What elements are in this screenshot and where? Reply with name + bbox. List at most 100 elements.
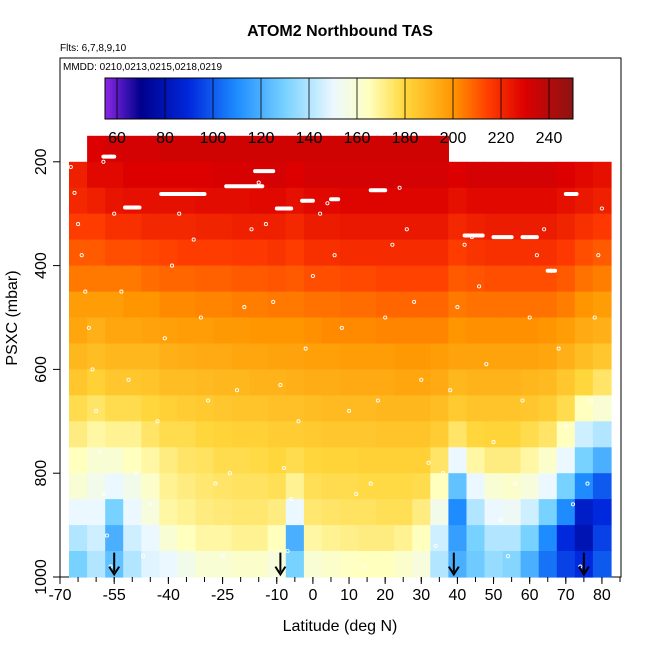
track-point [375, 398, 380, 403]
x-tick-label: -55 [103, 587, 126, 604]
track-point [433, 543, 438, 548]
colorbar-swatch [282, 78, 286, 119]
colorbar-swatch [105, 78, 108, 119]
colorbar-swatch [551, 78, 555, 119]
heatmap-cell [556, 551, 576, 578]
heatmap-cell [358, 265, 377, 293]
chart-title: ATOM2 Northbound TAS [247, 23, 433, 40]
colorbar-swatch [328, 78, 331, 119]
heatmap-cell [520, 265, 540, 293]
colorbar-swatch [385, 78, 389, 119]
heatmap-cell [321, 525, 341, 552]
colorbar-swatch [304, 78, 307, 119]
colorbar-swatch [191, 78, 195, 119]
arrow-head [447, 566, 460, 577]
colorbar-tick-label: 200 [440, 130, 467, 147]
heatmap-cell [556, 473, 576, 500]
track-point [440, 471, 446, 476]
y-axis: 200 400 600 800 1000 [33, 148, 60, 595]
colorbar-swatch [520, 78, 523, 119]
colorbar-swatch [489, 78, 492, 119]
colorbar-swatch [177, 78, 180, 119]
heatmap-cell [556, 343, 576, 370]
heatmap-cell [574, 317, 594, 345]
colorbar-swatch [378, 78, 382, 119]
heatmap-cell [538, 421, 558, 448]
heatmap-cell [394, 473, 413, 500]
track-point [104, 533, 110, 538]
heatmap-cell [502, 447, 522, 474]
heatmap-cell [466, 343, 486, 370]
heatmap-cell [69, 369, 88, 396]
track-point [162, 336, 167, 341]
heatmap-cell [303, 525, 323, 552]
x-tick-label: -10 [265, 587, 288, 604]
heatmap-cell [556, 161, 576, 189]
colorbar-swatch [366, 78, 370, 119]
heatmap-cell [520, 213, 540, 241]
heatmap-cell [249, 525, 269, 552]
heatmap-cell [358, 291, 377, 319]
colorbar-swatch [388, 78, 391, 119]
heatmap-cell [502, 213, 522, 241]
heatmap-cell [105, 239, 124, 267]
heatmap-cell [448, 291, 468, 319]
heatmap-cell [502, 369, 522, 396]
heatmap-cell [213, 213, 233, 241]
heatmap-cell [466, 187, 486, 215]
heatmap-cell [556, 291, 576, 319]
heatmap-cell [267, 291, 287, 319]
colorbar-swatch [205, 78, 209, 119]
heatmap-cell [448, 369, 468, 396]
heatmap-cell [195, 369, 215, 396]
heatmap-cell [556, 525, 576, 552]
colorbar-swatch [323, 78, 327, 119]
heatmap-cell [231, 525, 251, 552]
colorbar-swatch [412, 78, 415, 119]
colorbar-swatch [352, 78, 355, 119]
track-point [101, 159, 106, 164]
colorbar-swatch [395, 78, 399, 119]
heatmap-cell [123, 161, 142, 189]
heatmap-cell [123, 135, 142, 163]
heatmap-cell [556, 499, 576, 526]
heatmap-cell [358, 369, 377, 396]
colorbar-tick-label: 120 [248, 130, 275, 147]
colorbar-tick-label: 60 [108, 130, 126, 147]
heatmap-cell [574, 421, 594, 448]
heatmap-cell [123, 317, 142, 345]
heatmap-cell [141, 447, 160, 474]
heatmap-cell [195, 525, 215, 552]
heatmap-cell [484, 343, 504, 370]
heatmap-cell [394, 447, 413, 474]
heatmap-cell [303, 473, 323, 500]
colorbar-swatch [508, 78, 511, 119]
heatmap-cell [556, 239, 576, 267]
heatmap-cell [249, 499, 269, 526]
heatmap-cell [87, 239, 106, 267]
colorbar-swatch [349, 78, 353, 119]
colorbar-swatch [450, 78, 454, 119]
colorbar-swatch [244, 78, 247, 119]
colorbar-swatch [393, 78, 396, 119]
heatmap-cell [267, 135, 287, 163]
heatmap-cell [141, 161, 160, 189]
track-point [227, 471, 232, 476]
heatmap-cell [538, 161, 558, 189]
heatmap-cell [394, 265, 413, 293]
arrow-head [108, 566, 121, 577]
heatmap-cell [267, 317, 287, 345]
colorbar-swatch [273, 78, 276, 119]
heatmap-cell [177, 369, 197, 396]
heatmap-cell [376, 551, 395, 578]
heatmap-cell [448, 213, 468, 241]
heatmap-cell [574, 473, 594, 500]
colorbar-swatch [119, 78, 123, 119]
colorbar-swatch [196, 78, 199, 119]
heatmap-cell [466, 265, 486, 293]
colorbar-swatch [361, 78, 365, 119]
colorbar-tick-label: 240 [536, 130, 563, 147]
colorbar-swatch [179, 78, 183, 119]
heatmap-cell [303, 369, 323, 396]
colorbar-swatch [517, 78, 521, 119]
